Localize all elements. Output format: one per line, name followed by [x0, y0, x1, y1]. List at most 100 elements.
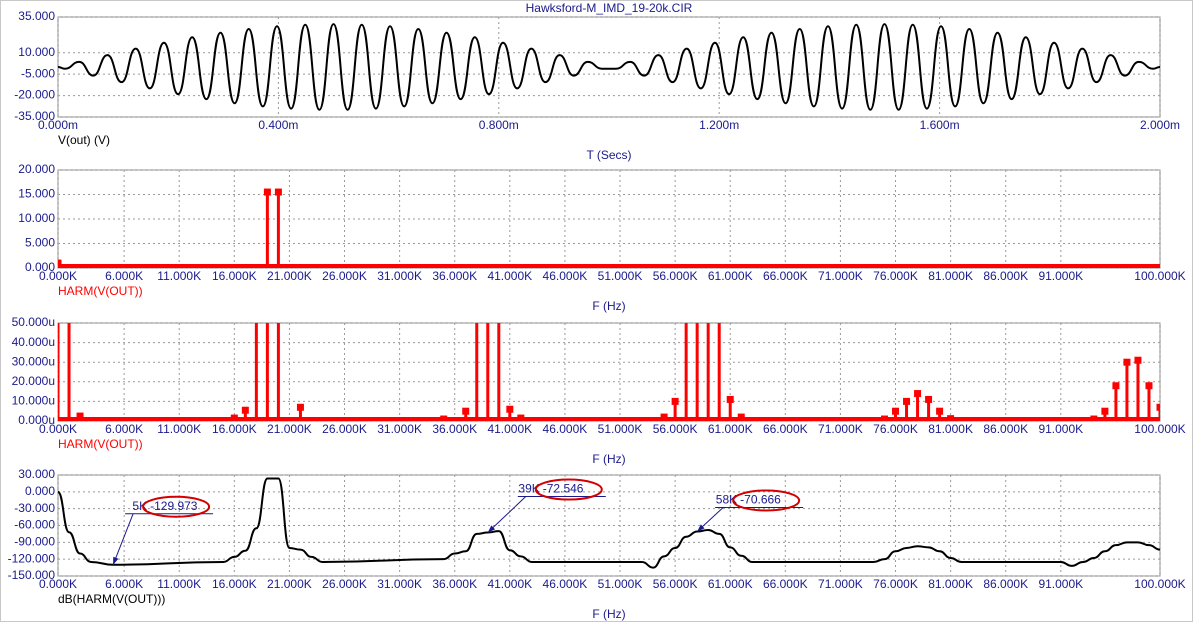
x-axis-label: F (Hz) — [592, 607, 625, 621]
x-tick-label: 36.000K — [432, 422, 477, 436]
x-tick-label: 51.000K — [598, 422, 643, 436]
arrow-head — [487, 525, 496, 533]
y-tick-label: -35.000 — [14, 109, 55, 123]
cursor-y-label: -70.666 — [740, 493, 781, 507]
x-tick-label: 0.000m — [38, 118, 78, 132]
x-tick-label: 31.000K — [377, 422, 422, 436]
x-tick-label: 36.000K — [432, 577, 477, 591]
y-tick-label: 10.000 — [18, 45, 55, 59]
y-tick-label: -120.000 — [8, 551, 56, 565]
stem-marker — [947, 415, 955, 421]
y-axis-label: V(out) (V) — [58, 133, 110, 147]
stem-marker — [903, 397, 911, 405]
y-tick-label: 10.000 — [18, 211, 55, 225]
stem-marker — [506, 405, 514, 413]
x-tick-label: 41.000K — [487, 577, 532, 591]
x-tick-label: 21.000K — [267, 269, 312, 283]
x-tick-label: 41.000K — [487, 422, 532, 436]
x-tick-label: 26.000K — [322, 577, 367, 591]
y-tick-label: 40.000u — [12, 335, 55, 349]
x-tick-label: 31.000K — [377, 269, 422, 283]
x-tick-label: 0.000K — [39, 269, 77, 283]
series-line — [58, 477, 1160, 569]
x-tick-label: 71.000K — [818, 422, 863, 436]
y-tick-label: 20.000u — [12, 374, 55, 388]
x-tick-label: 46.000K — [543, 577, 588, 591]
y-tick-label: 30.000 — [18, 467, 55, 481]
stem-marker — [274, 188, 282, 196]
stem-marker — [1123, 358, 1131, 366]
y-tick-label: -150.000 — [8, 568, 56, 582]
x-tick-label: 0.000K — [39, 577, 77, 591]
x-tick-label: 26.000K — [322, 269, 367, 283]
stem-marker — [517, 414, 525, 421]
stem-marker — [1101, 407, 1109, 415]
highlight-ellipse — [534, 478, 603, 501]
stem-marker — [1134, 356, 1142, 364]
x-tick-label: 36.000K — [432, 269, 477, 283]
plot-area — [58, 188, 1160, 268]
series-line — [58, 23, 1160, 111]
cursor-x-label: 39K — [518, 482, 539, 496]
y-axis-label: HARM(V(OUT)) — [58, 284, 143, 298]
plot-area — [58, 323, 1160, 421]
cursor-y-label: -129.973 — [150, 499, 198, 513]
cursor-x-label: 58K — [716, 493, 737, 507]
stem-marker — [230, 414, 238, 421]
stem-marker — [296, 403, 304, 411]
highlight-ellipse — [142, 495, 211, 518]
stem-marker — [671, 397, 679, 405]
x-tick-label: 100.000K — [1134, 269, 1185, 283]
x-tick-label: 1.600m — [920, 118, 960, 132]
y-tick-label: 0.000u — [18, 413, 55, 427]
x-tick-label: 56.000K — [653, 577, 698, 591]
x-tick-label: 91.000K — [1038, 422, 1083, 436]
x-tick-label: 46.000K — [543, 422, 588, 436]
x-tick-label: 66.000K — [763, 269, 808, 283]
y-tick-label: 0.000 — [25, 484, 55, 498]
stem-marker — [58, 259, 62, 267]
x-tick-label: 1.200m — [699, 118, 739, 132]
y-axis-label: HARM(V(OUT)) — [58, 437, 143, 451]
cursor-arrow — [112, 513, 134, 565]
x-tick-label: 51.000K — [598, 269, 643, 283]
y-tick-label: 5.000 — [25, 236, 55, 250]
y-tick-label: 50.000u — [12, 315, 55, 329]
arrow-head — [113, 556, 119, 565]
x-tick-label: 86.000K — [983, 577, 1028, 591]
x-tick-label: 61.000K — [708, 577, 753, 591]
y-tick-label: 0.000 — [25, 260, 55, 274]
x-tick-label: 21.000K — [267, 577, 312, 591]
stem-marker — [263, 188, 271, 196]
arrow-head — [697, 524, 705, 532]
x-tick-label: 21.000K — [267, 422, 312, 436]
x-axis-label: F (Hz) — [592, 452, 625, 466]
x-tick-label: 81.000K — [928, 422, 973, 436]
x-tick-label: 31.000K — [377, 577, 422, 591]
x-tick-label: 76.000K — [873, 577, 918, 591]
x-tick-label: 11.000K — [157, 269, 201, 283]
x-tick-label: 100.000K — [1134, 422, 1185, 436]
y-tick-label: -60.000 — [14, 518, 55, 532]
stem-marker — [892, 407, 900, 415]
x-tick-label: 46.000K — [543, 269, 588, 283]
y-tick-label: -5.000 — [21, 66, 55, 80]
x-tick-label: 6.000K — [105, 422, 143, 436]
x-tick-label: 26.000K — [322, 422, 367, 436]
stem-marker — [1090, 415, 1098, 421]
x-tick-label: 86.000K — [983, 422, 1028, 436]
x-tick-label: 16.000K — [212, 577, 257, 591]
stem-marker — [936, 407, 944, 415]
x-tick-label: 16.000K — [212, 269, 257, 283]
stem-marker — [925, 395, 933, 403]
y-tick-label: 30.000u — [12, 354, 55, 368]
x-tick-label: 6.000K — [105, 269, 143, 283]
x-tick-label: 11.000K — [157, 422, 201, 436]
stem-marker — [1145, 382, 1153, 390]
plot-area — [58, 477, 1160, 569]
stem-marker — [660, 413, 668, 421]
x-tick-label: 0.400m — [258, 118, 298, 132]
x-tick-label: 66.000K — [763, 577, 808, 591]
